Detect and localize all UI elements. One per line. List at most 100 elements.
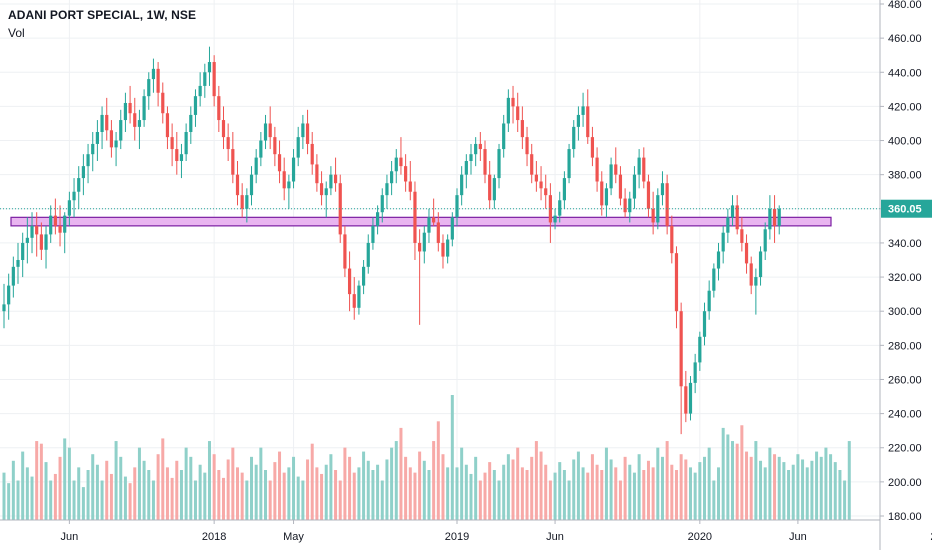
time-tick-label: 2020 <box>688 531 712 543</box>
candle-body <box>422 232 426 252</box>
candle-body <box>446 239 450 257</box>
candle-body <box>179 154 184 162</box>
candle-body <box>100 114 104 132</box>
candlesticks <box>2 46 781 435</box>
volume-bar <box>240 472 244 520</box>
volume-bar <box>16 480 20 520</box>
volume-bar <box>142 460 146 520</box>
volume-bar <box>105 460 109 520</box>
candle-body <box>184 132 188 155</box>
candle-body <box>151 68 156 80</box>
volume-bar <box>754 441 758 520</box>
volume-bar <box>637 454 641 520</box>
volume-bar <box>717 467 721 520</box>
candle-body <box>72 191 76 201</box>
volume-bar <box>123 476 127 520</box>
volume-bar <box>572 459 576 520</box>
candle-body <box>371 225 375 243</box>
candle-body <box>301 123 305 138</box>
candle-body <box>165 113 170 138</box>
volume-bar <box>604 447 608 520</box>
candle-body <box>240 195 244 209</box>
candle-body <box>245 195 249 209</box>
price-tick-label: 440.00 <box>888 67 922 79</box>
volume-bar <box>600 470 604 520</box>
candle-body <box>768 208 772 230</box>
candle-body <box>338 183 342 235</box>
volume-bar <box>693 472 697 520</box>
volume-bar <box>670 464 674 520</box>
volume-bar <box>441 454 445 520</box>
candle-body <box>600 181 604 206</box>
volume-bar <box>376 464 380 520</box>
volume-bar <box>492 470 496 520</box>
volume-bar <box>86 470 90 520</box>
candle-body <box>520 120 524 138</box>
volume-bar <box>488 462 492 520</box>
candle-body <box>441 242 445 257</box>
candle-body <box>44 234 48 250</box>
candle-body <box>567 149 571 179</box>
candle-body <box>394 157 398 172</box>
volume-bar <box>254 464 258 520</box>
candle-body <box>16 260 20 267</box>
candle-body <box>735 205 739 230</box>
volume-bar <box>7 483 11 520</box>
price-axis[interactable]: 480.00 460.00 440.00 420.00 400.00 380.00 360.… <box>879 0 932 550</box>
volume-bar <box>534 441 538 520</box>
volume-bar <box>562 470 566 520</box>
time-tick-label: 2018 <box>202 531 226 543</box>
volume-bar <box>553 472 557 520</box>
candle-body <box>712 268 716 291</box>
candle-body <box>614 164 618 175</box>
support-zone[interactable] <box>10 216 832 227</box>
volume-bar <box>688 467 692 520</box>
volume-bar <box>506 454 510 520</box>
candle-body <box>53 215 57 226</box>
time-axis[interactable]: Jun 2018 May 2019 Jun 2020 Jun 2021 <box>0 519 932 543</box>
volume-bar <box>343 447 347 520</box>
candle-body <box>170 137 174 150</box>
price-tick-label: 480.00 <box>888 0 922 11</box>
candle-body <box>642 157 646 182</box>
volume-bar <box>165 467 169 520</box>
candle-body <box>221 120 226 138</box>
volume-bar <box>53 473 57 520</box>
candle-body <box>366 242 370 267</box>
candle-body <box>492 178 496 201</box>
volume-bar <box>698 462 702 520</box>
candle-body <box>670 225 674 254</box>
volume-bar <box>810 460 814 520</box>
volume-bar <box>198 464 202 520</box>
volume-label: Vol <box>8 26 25 40</box>
volume-bar <box>226 459 230 520</box>
volume-bar <box>469 473 473 520</box>
price-tick-label: 400.00 <box>888 136 922 148</box>
volume-bar <box>329 454 333 520</box>
volume-bar <box>324 464 328 520</box>
candle-body <box>576 114 581 127</box>
volume-bar <box>404 456 408 520</box>
volume-bar <box>236 467 239 520</box>
volume-bar <box>385 459 389 520</box>
volume-bar <box>478 480 482 520</box>
price-tick-label: 380.00 <box>888 170 922 182</box>
volume-bar <box>586 472 590 520</box>
volume-bar <box>44 462 48 520</box>
volume-bar <box>787 470 791 520</box>
volume-bar <box>520 467 524 520</box>
candle-body <box>376 212 380 226</box>
volume-bar <box>193 480 197 520</box>
candle-body <box>343 234 347 269</box>
candle-body <box>175 149 179 162</box>
volume-bar <box>245 480 249 520</box>
volume-bar <box>815 451 819 520</box>
volume-bar <box>721 427 725 520</box>
volume-bar <box>380 480 384 520</box>
candle-body <box>263 123 268 141</box>
candle-body <box>86 154 90 167</box>
candle-body <box>189 114 193 132</box>
price-tick-label: 200.00 <box>888 477 922 489</box>
volume-bar <box>2 472 6 520</box>
